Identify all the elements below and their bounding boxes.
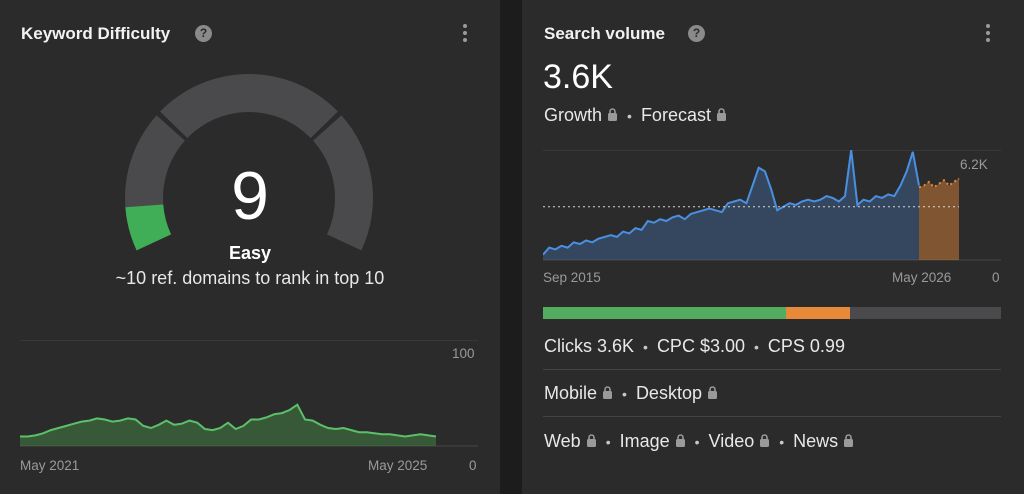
gauge-fill-arc bbox=[125, 204, 172, 251]
difficulty-score: 9 bbox=[231, 158, 269, 234]
separator-dot: • bbox=[779, 434, 785, 450]
sv-line bbox=[543, 150, 920, 256]
serp-type-row: Web • Image • Video • News bbox=[544, 431, 854, 452]
gauge-fill bbox=[125, 204, 172, 251]
more-options-icon[interactable] bbox=[461, 24, 469, 46]
separator-dot: • bbox=[605, 434, 611, 450]
kd-end-date: May 2025 bbox=[368, 458, 428, 473]
gauge-track-segment bbox=[313, 115, 373, 251]
forecast-area bbox=[919, 178, 959, 260]
split-bar-no-clicks bbox=[849, 307, 1001, 319]
sv-start-date: Sep 2015 bbox=[543, 270, 601, 285]
search-volume-title: Search volume bbox=[544, 24, 665, 43]
search-volume-chart bbox=[543, 150, 1001, 261]
kd-y-max: 100 bbox=[452, 346, 475, 361]
separator-dot: • bbox=[622, 386, 627, 402]
separator-dot: • bbox=[754, 339, 759, 355]
lock-icon bbox=[844, 434, 854, 448]
difficulty-label: Easy bbox=[228, 243, 272, 263]
sv-area bbox=[543, 150, 919, 260]
cps-metric: CPS 0.99 bbox=[767, 336, 845, 356]
separator-dot: • bbox=[643, 339, 648, 355]
image-label[interactable]: Image bbox=[619, 431, 670, 451]
difficulty-gauge bbox=[124, 73, 373, 251]
search-volume-value: 3.6K bbox=[543, 58, 613, 96]
split-bar-paid bbox=[785, 307, 850, 319]
divider bbox=[543, 369, 1001, 370]
video-label[interactable]: Video bbox=[708, 431, 755, 451]
mobile-label[interactable]: Mobile bbox=[544, 383, 598, 403]
lock-icon bbox=[760, 434, 770, 448]
help-icon[interactable]: ? bbox=[688, 25, 705, 42]
difficulty-trend-chart bbox=[20, 340, 478, 447]
gauge-track-segment bbox=[160, 73, 338, 139]
help-icon[interactable]: ? bbox=[195, 25, 212, 42]
cpc-metric: CPC $3.00 bbox=[656, 336, 745, 356]
lock-icon bbox=[603, 386, 613, 400]
lock-icon bbox=[716, 108, 726, 122]
search-volume-panel: Search volume ? 3.6K Growth • Forecast 6.2… bbox=[522, 0, 1024, 494]
kd-line bbox=[20, 403, 437, 438]
growth-forecast-row: Growth • Forecast bbox=[544, 105, 727, 126]
sv-y-min: 0 bbox=[992, 270, 1000, 285]
split-bar-clicks bbox=[543, 307, 786, 319]
divider bbox=[543, 416, 1001, 417]
lock-icon bbox=[707, 386, 717, 400]
lock-icon bbox=[586, 434, 596, 448]
sv-y-max: 6.2K bbox=[960, 157, 988, 172]
traffic-split-bar bbox=[543, 307, 1001, 319]
separator-dot: • bbox=[627, 108, 632, 124]
separator-dot: • bbox=[694, 434, 700, 450]
news-label[interactable]: News bbox=[793, 431, 839, 451]
kd-area bbox=[20, 404, 436, 446]
keyword-difficulty-title: Keyword Difficulty bbox=[21, 24, 171, 43]
device-row: Mobile • Desktop bbox=[544, 383, 718, 404]
forecast-label[interactable]: Forecast bbox=[640, 105, 711, 125]
keyword-difficulty-panel: Keyword Difficulty ? 9 Easy ~10 ref. dom… bbox=[0, 0, 500, 494]
web-label[interactable]: Web bbox=[544, 431, 581, 451]
desktop-label[interactable]: Desktop bbox=[635, 383, 702, 403]
kd-start-date: May 2021 bbox=[20, 458, 80, 473]
sv-end-date: May 2026 bbox=[892, 270, 952, 285]
lock-icon bbox=[608, 108, 618, 122]
more-options-icon[interactable] bbox=[984, 24, 992, 46]
lock-icon bbox=[675, 434, 685, 448]
kd-y-min: 0 bbox=[469, 458, 477, 473]
growth-label[interactable]: Growth bbox=[544, 105, 603, 125]
clicks-metric: Clicks 3.6K bbox=[544, 336, 635, 356]
metrics-row: Clicks 3.6K • CPC $3.00 • CPS 0.99 bbox=[544, 336, 845, 357]
difficulty-subtitle: ~10 ref. domains to rank in top 10 bbox=[115, 268, 385, 288]
